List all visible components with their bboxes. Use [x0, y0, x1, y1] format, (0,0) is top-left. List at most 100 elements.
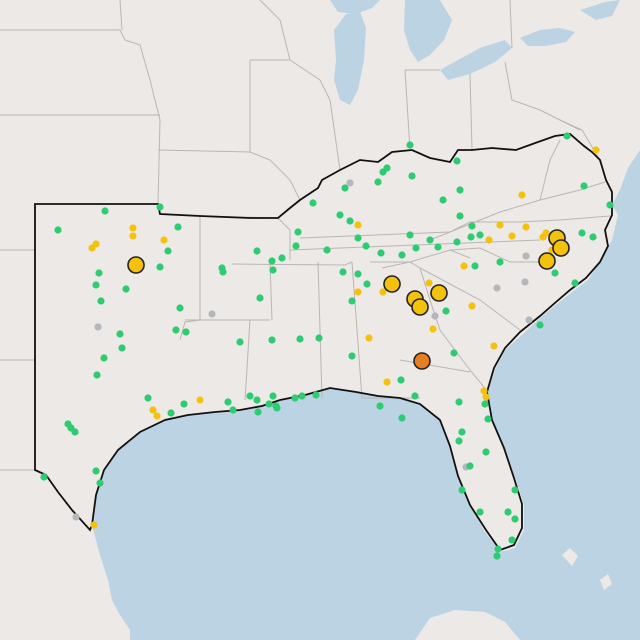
site-marker-green[interactable] — [95, 269, 103, 277]
site-marker-green[interactable] — [269, 266, 277, 274]
site-marker-yellow[interactable] — [365, 334, 373, 342]
site-marker-green[interactable] — [309, 199, 317, 207]
site-marker-green[interactable] — [606, 201, 614, 209]
site-marker-green[interactable] — [536, 321, 544, 329]
site-marker-green[interactable] — [268, 336, 276, 344]
site-marker-green[interactable] — [484, 415, 492, 423]
site-marker-yellow[interactable] — [383, 378, 391, 386]
site-marker-yellow[interactable] — [518, 191, 526, 199]
site-marker-green[interactable] — [511, 515, 519, 523]
site-marker-green[interactable] — [354, 270, 362, 278]
site-marker-yellow[interactable] — [480, 387, 488, 395]
site-marker-green[interactable] — [176, 304, 184, 312]
site-marker-green[interactable] — [268, 257, 276, 265]
site-marker-green[interactable] — [455, 398, 463, 406]
site-marker-green[interactable] — [167, 409, 175, 417]
site-marker-grey[interactable] — [521, 278, 529, 286]
site-marker-green[interactable] — [466, 462, 474, 470]
site-marker-green[interactable] — [346, 217, 354, 225]
site-marker-green[interactable] — [101, 207, 109, 215]
site-marker-yellow[interactable] — [508, 232, 516, 240]
site-marker-green[interactable] — [296, 335, 304, 343]
site-marker-green[interactable] — [172, 326, 180, 334]
site-marker-green[interactable] — [272, 402, 280, 410]
site-marker-yellow[interactable] — [153, 412, 161, 420]
site-marker-green[interactable] — [450, 349, 458, 357]
site-marker-green[interactable] — [40, 473, 48, 481]
site-marker-green[interactable] — [164, 247, 172, 255]
site-marker-green[interactable] — [156, 263, 164, 271]
site-marker-green[interactable] — [453, 238, 461, 246]
site-marker-green[interactable] — [362, 242, 370, 250]
site-marker-green[interactable] — [442, 307, 450, 315]
site-marker-yellow[interactable] — [485, 236, 493, 244]
site-marker-green[interactable] — [254, 408, 262, 416]
site-marker-green[interactable] — [456, 186, 464, 194]
site-marker-green[interactable] — [180, 400, 188, 408]
site-marker-grey[interactable] — [522, 252, 530, 260]
site-marker-green[interactable] — [467, 233, 475, 241]
site-marker-green[interactable] — [551, 269, 559, 277]
site-marker-green[interactable] — [408, 172, 416, 180]
site-marker-grey[interactable] — [94, 323, 102, 331]
site-marker-green[interactable] — [580, 182, 588, 190]
site-marker-green[interactable] — [116, 330, 124, 338]
site-marker-green[interactable] — [354, 234, 362, 242]
site-marker-green[interactable] — [348, 297, 356, 305]
site-marker-yellow[interactable] — [129, 224, 137, 232]
site-marker-green[interactable] — [144, 394, 152, 402]
site-marker-green[interactable] — [578, 229, 586, 237]
highlighted-site-marker-yellow[interactable] — [552, 239, 570, 257]
site-marker-green[interactable] — [511, 486, 519, 494]
site-marker-green[interactable] — [265, 400, 273, 408]
site-marker-green[interactable] — [468, 222, 476, 230]
site-marker-green[interactable] — [456, 212, 464, 220]
site-marker-green[interactable] — [476, 231, 484, 239]
site-marker-yellow[interactable] — [88, 244, 96, 252]
site-marker-yellow[interactable] — [460, 262, 468, 270]
highlighted-site-marker-yellow[interactable] — [383, 275, 401, 293]
site-marker-green[interactable] — [494, 545, 502, 553]
site-marker-green[interactable] — [383, 164, 391, 172]
site-marker-green[interactable] — [398, 414, 406, 422]
site-marker-green[interactable] — [182, 328, 190, 336]
site-marker-green[interactable] — [571, 279, 579, 287]
site-marker-green[interactable] — [323, 246, 331, 254]
site-marker-green[interactable] — [476, 508, 484, 516]
site-marker-green[interactable] — [156, 203, 164, 211]
site-marker-green[interactable] — [376, 402, 384, 410]
highlighted-site-markers[interactable] — [127, 229, 570, 370]
site-marker-green[interactable] — [71, 428, 79, 436]
site-marker-green[interactable] — [434, 243, 442, 251]
highlighted-site-marker-yellow[interactable] — [127, 256, 145, 274]
site-marker-green[interactable] — [508, 536, 516, 544]
site-marker-yellow[interactable] — [90, 521, 98, 529]
site-marker-green[interactable] — [100, 354, 108, 362]
site-marker-green[interactable] — [298, 392, 306, 400]
site-marker-green[interactable] — [493, 552, 501, 560]
site-marker-green[interactable] — [269, 392, 277, 400]
site-marker-grey[interactable] — [72, 513, 80, 521]
site-marker-green[interactable] — [174, 223, 182, 231]
site-marker-yellow[interactable] — [592, 146, 600, 154]
site-marker-yellow[interactable] — [468, 302, 476, 310]
site-markers[interactable] — [40, 132, 614, 560]
site-marker-green[interactable] — [253, 247, 261, 255]
highlighted-site-marker-yellow[interactable] — [411, 298, 429, 316]
site-marker-green[interactable] — [122, 285, 130, 293]
site-marker-green[interactable] — [411, 392, 419, 400]
site-marker-yellow[interactable] — [482, 393, 490, 401]
site-marker-grey[interactable] — [431, 312, 439, 320]
site-marker-green[interactable] — [218, 264, 226, 272]
site-marker-green[interactable] — [453, 157, 461, 165]
site-marker-green[interactable] — [482, 448, 490, 456]
site-marker-grey[interactable] — [493, 284, 501, 292]
highlighted-site-marker-orange[interactable] — [413, 352, 431, 370]
site-marker-green[interactable] — [374, 178, 382, 186]
site-marker-green[interactable] — [93, 371, 101, 379]
site-marker-green[interactable] — [224, 398, 232, 406]
site-marker-yellow[interactable] — [354, 221, 362, 229]
site-marker-green[interactable] — [458, 486, 466, 494]
